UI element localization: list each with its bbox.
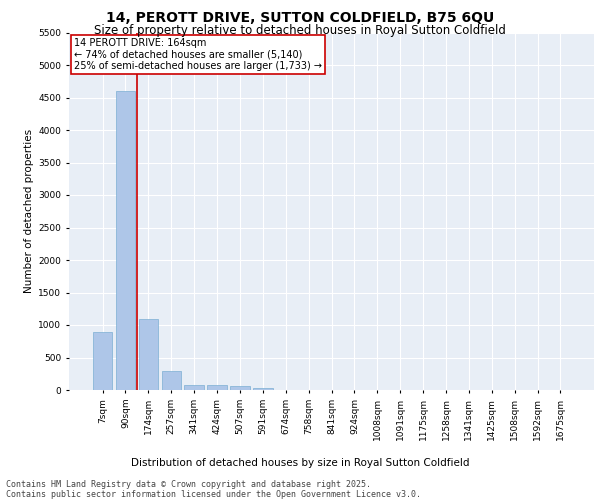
Y-axis label: Number of detached properties: Number of detached properties	[24, 129, 34, 294]
Text: Distribution of detached houses by size in Royal Sutton Coldfield: Distribution of detached houses by size …	[131, 458, 469, 468]
Text: Size of property relative to detached houses in Royal Sutton Coldfield: Size of property relative to detached ho…	[94, 24, 506, 37]
Bar	[253, 388, 272, 390]
Bar	[139, 318, 158, 390]
Bar	[184, 385, 204, 390]
Bar	[116, 91, 135, 390]
Bar	[230, 386, 250, 390]
Bar	[161, 370, 181, 390]
Text: Contains HM Land Registry data © Crown copyright and database right 2025.
Contai: Contains HM Land Registry data © Crown c…	[6, 480, 421, 499]
Bar	[93, 332, 112, 390]
Text: 14, PEROTT DRIVE, SUTTON COLDFIELD, B75 6QU: 14, PEROTT DRIVE, SUTTON COLDFIELD, B75 …	[106, 11, 494, 25]
Bar	[208, 386, 227, 390]
Text: 14 PEROTT DRIVE: 164sqm
← 74% of detached houses are smaller (5,140)
25% of semi: 14 PEROTT DRIVE: 164sqm ← 74% of detache…	[74, 38, 322, 71]
